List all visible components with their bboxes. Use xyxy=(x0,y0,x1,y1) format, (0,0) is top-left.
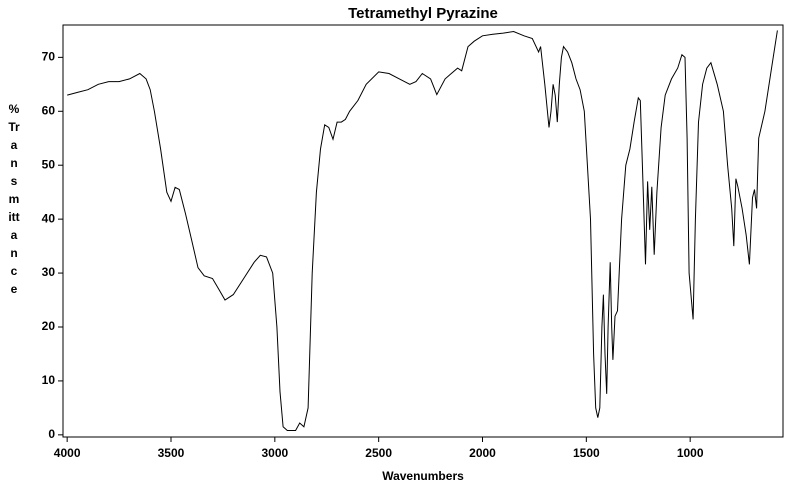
x-tick-label: 3500 xyxy=(158,446,185,460)
x-tick-label: 4000 xyxy=(54,446,81,460)
x-tick-label: 2000 xyxy=(469,446,496,460)
x-tick-label: 3000 xyxy=(261,446,288,460)
y-tick-label: 40 xyxy=(42,211,56,225)
plot-frame xyxy=(62,24,784,438)
y-tick-label: 20 xyxy=(42,319,56,333)
y-tick-label: 0 xyxy=(48,427,55,441)
y-tick-label: 70 xyxy=(42,50,56,64)
y-tick-label: 30 xyxy=(42,265,56,279)
x-tick-label: 1500 xyxy=(573,446,600,460)
y-tick-label: 10 xyxy=(42,373,56,387)
y-axis-label: % Transmittance xyxy=(8,102,20,296)
x-axis-label: Wavenumbers xyxy=(382,469,464,483)
spectrum-line xyxy=(67,30,778,431)
x-tick-label: 2500 xyxy=(365,446,392,460)
x-tick-label: 1000 xyxy=(677,446,704,460)
y-tick-label: 50 xyxy=(42,157,56,171)
y-tick-label: 60 xyxy=(42,103,56,117)
chart-title: Tetramethyl Pyrazine xyxy=(348,5,498,22)
